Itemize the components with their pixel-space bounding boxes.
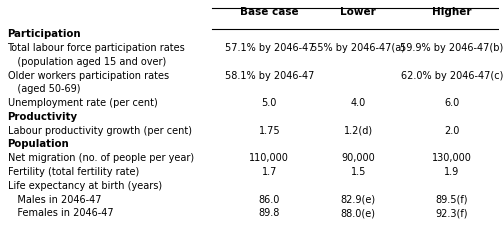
Text: 4.0: 4.0 xyxy=(351,98,366,108)
Text: 92.3(f): 92.3(f) xyxy=(436,208,468,218)
Text: 58.1% by 2046-47: 58.1% by 2046-47 xyxy=(225,71,314,81)
Text: Unemployment rate (per cent): Unemployment rate (per cent) xyxy=(8,98,157,108)
Text: 130,000: 130,000 xyxy=(432,153,472,163)
Text: 1.5: 1.5 xyxy=(350,167,366,177)
Text: Participation: Participation xyxy=(8,29,81,39)
Text: Net migration (no. of people per year): Net migration (no. of people per year) xyxy=(8,153,194,163)
Text: Older workers participation rates: Older workers participation rates xyxy=(8,71,169,81)
Text: 88.0(e): 88.0(e) xyxy=(341,208,375,218)
Text: (population aged 15 and over): (population aged 15 and over) xyxy=(8,57,166,67)
Text: Females in 2046-47: Females in 2046-47 xyxy=(8,208,113,218)
Text: Population: Population xyxy=(8,140,69,149)
Text: 86.0: 86.0 xyxy=(259,195,280,205)
Text: Males in 2046-47: Males in 2046-47 xyxy=(8,195,101,205)
Text: 89.8: 89.8 xyxy=(259,208,280,218)
Text: 110,000: 110,000 xyxy=(249,153,289,163)
Text: Higher: Higher xyxy=(432,7,472,17)
Text: 2.0: 2.0 xyxy=(445,126,460,136)
Text: 59.9% by 2046-47(b): 59.9% by 2046-47(b) xyxy=(400,43,503,53)
Text: Base case: Base case xyxy=(240,7,298,17)
Text: 1.75: 1.75 xyxy=(259,126,280,136)
Text: 6.0: 6.0 xyxy=(445,98,460,108)
Text: 62.0% by 2046-47(c): 62.0% by 2046-47(c) xyxy=(401,71,503,81)
Text: Life expectancy at birth (years): Life expectancy at birth (years) xyxy=(8,181,162,191)
Text: (aged 50-69): (aged 50-69) xyxy=(8,84,80,94)
Text: Total labour force participation rates: Total labour force participation rates xyxy=(8,43,185,53)
Text: 55% by 2046-47(a): 55% by 2046-47(a) xyxy=(311,43,405,53)
Text: Labour productivity growth (per cent): Labour productivity growth (per cent) xyxy=(8,126,192,136)
Text: Fertility (total fertility rate): Fertility (total fertility rate) xyxy=(8,167,139,177)
Text: 82.9(e): 82.9(e) xyxy=(341,195,376,205)
Text: 90,000: 90,000 xyxy=(341,153,375,163)
Text: 1.7: 1.7 xyxy=(262,167,277,177)
Text: 89.5(f): 89.5(f) xyxy=(436,195,468,205)
Text: 1.2(d): 1.2(d) xyxy=(344,126,373,136)
Text: Lower: Lower xyxy=(340,7,376,17)
Text: Productivity: Productivity xyxy=(8,112,78,122)
Text: 5.0: 5.0 xyxy=(262,98,277,108)
Text: 57.1% by 2046-47: 57.1% by 2046-47 xyxy=(225,43,314,53)
Text: 1.9: 1.9 xyxy=(445,167,460,177)
